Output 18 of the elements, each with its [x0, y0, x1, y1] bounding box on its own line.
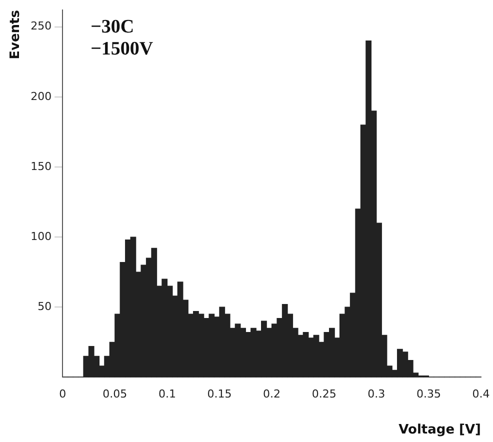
x-tick-label: 0.25 — [312, 388, 336, 401]
y-tick-label: 100 — [30, 230, 52, 243]
y-tick-label: 150 — [30, 160, 52, 173]
x-axis-title: Voltage [V] — [398, 422, 481, 438]
x-tick-label: 0.4 — [472, 388, 490, 401]
x-tick-label: 0.05 — [102, 388, 128, 401]
x-tick-label: 0 — [59, 388, 66, 401]
x-tick-label: 0.3 — [368, 388, 386, 401]
y-tick-label: 200 — [30, 90, 52, 103]
annotation: −30C — [90, 16, 134, 38]
y-axis-title: Events — [8, 10, 24, 60]
x-tick-label: 0.1 — [158, 388, 176, 401]
y-tick-label: 50 — [38, 300, 52, 313]
x-tick-label: 0.35 — [416, 388, 441, 401]
x-tick-label: 0.2 — [263, 388, 281, 401]
y-tick-label: 250 — [30, 20, 52, 33]
x-tick-label: 0.15 — [207, 388, 232, 401]
annotation: −1500V — [90, 38, 154, 60]
